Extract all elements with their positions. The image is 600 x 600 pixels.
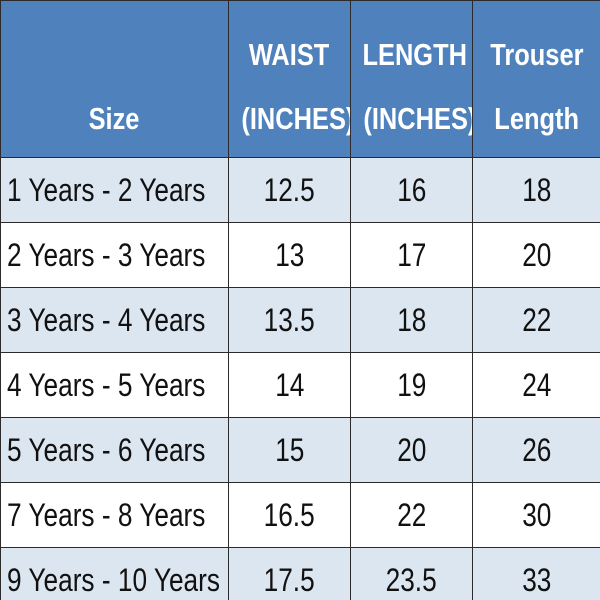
cell-text: 16 [396,171,427,208]
cell-text: 7 Years - 8 Years [7,496,206,533]
table-body: 1 Years - 2 Years 12.5 16 18 2 Years - 3 Yea… [0,157,600,600]
size-cell: 7 Years - 8 Years [0,482,229,548]
cell-text: 30 [521,496,552,533]
cell-text: 3 Years - 4 Years [7,301,206,338]
table-row: 1 Years - 2 Years 12.5 16 18 [0,157,600,223]
cell-text: 20 [396,431,427,468]
size-cell: 4 Years - 5 Years [0,352,229,418]
cell-text: 14 [274,366,305,403]
table-row: 2 Years - 3 Years 13 17 20 [0,222,600,288]
header-row: Size WAIST (INCHES) LENGTH (INCHES) Trouser Le… [0,0,600,158]
cell-text: 22 [396,496,427,533]
cell-text: 13.5 [263,301,316,338]
cell-text: 5 Years - 6 Years [7,431,206,468]
cell-text: 18 [396,301,427,338]
value-cell: 16.5 [228,482,351,548]
header-text: (INCHES) [363,101,473,136]
cell-text: 24 [521,366,552,403]
table-row: 9 Years - 10 Years 17.5 23.5 33 [0,547,600,600]
table-row: 4 Years - 5 Years 14 19 24 [0,352,600,418]
table-row: 7 Years - 8 Years 16.5 22 30 [0,482,600,548]
value-cell: 22 [350,482,473,548]
table-row: 3 Years - 4 Years 13.5 18 22 [0,287,600,353]
cell-text: 17.5 [263,561,316,598]
value-cell: 15 [228,417,351,483]
value-cell: 12.5 [228,157,351,223]
cell-text: 15 [274,431,305,468]
header-cell: Trouser Length [472,0,600,158]
header-line: (INCHES) [230,87,351,151]
value-cell: 18 [350,287,473,353]
value-cell: 13 [228,222,351,288]
size-cell: 3 Years - 4 Years [0,287,229,353]
cell-text: 9 Years - 10 Years [7,561,221,598]
size-cell: 5 Years - 6 Years [0,417,229,483]
header-cell: WAIST (INCHES) [228,0,351,158]
header-cell: Size [0,0,229,158]
table-row: 5 Years - 6 Years 15 20 26 [0,417,600,483]
cell-text: 20 [521,236,552,273]
value-cell: 22 [472,287,600,353]
value-cell: 20 [350,417,473,483]
value-cell: 33 [472,547,600,600]
size-cell: 1 Years - 2 Years [0,157,229,223]
cell-text: 19 [396,366,427,403]
value-cell: 24 [472,352,600,418]
header-text: LENGTH [362,37,467,72]
value-cell: 17 [350,222,473,288]
value-cell: 19 [350,352,473,418]
cell-text: 16.5 [263,496,316,533]
header-text: Length [494,101,579,136]
cell-text: 1 Years - 2 Years [7,171,206,208]
size-cell: 9 Years - 10 Years [0,547,229,600]
size-cell: 2 Years - 3 Years [0,222,229,288]
value-cell: 16 [350,157,473,223]
header-line: WAIST [230,23,350,87]
header-text: Trouser [489,37,584,72]
header-cell: LENGTH (INCHES) [350,0,473,158]
header-text: Size [89,101,140,136]
value-cell: 18 [472,157,600,223]
cell-text: 23.5 [385,561,438,598]
value-cell: 13.5 [228,287,351,353]
cell-text: 12.5 [263,171,316,208]
header-line: Length [474,87,600,151]
value-cell: 23.5 [350,547,473,600]
cell-text: 18 [521,171,552,208]
header-line: (INCHES) [352,87,473,151]
header-line: Trouser [474,23,600,87]
cell-text: 17 [396,236,427,273]
value-cell: 26 [472,417,600,483]
value-cell: 30 [472,482,600,548]
header-line: Size [2,87,228,151]
cell-text: 13 [274,236,305,273]
cell-text: 2 Years - 3 Years [7,236,206,273]
value-cell: 20 [472,222,600,288]
cell-text: 33 [521,561,552,598]
value-cell: 14 [228,352,351,418]
cell-text: 26 [521,431,552,468]
header-line: LENGTH [352,23,472,87]
header-text: (INCHES) [241,101,351,136]
cell-text: 22 [521,301,552,338]
value-cell: 17.5 [228,547,351,600]
cell-text: 4 Years - 5 Years [7,366,206,403]
header-text: WAIST [249,37,330,72]
